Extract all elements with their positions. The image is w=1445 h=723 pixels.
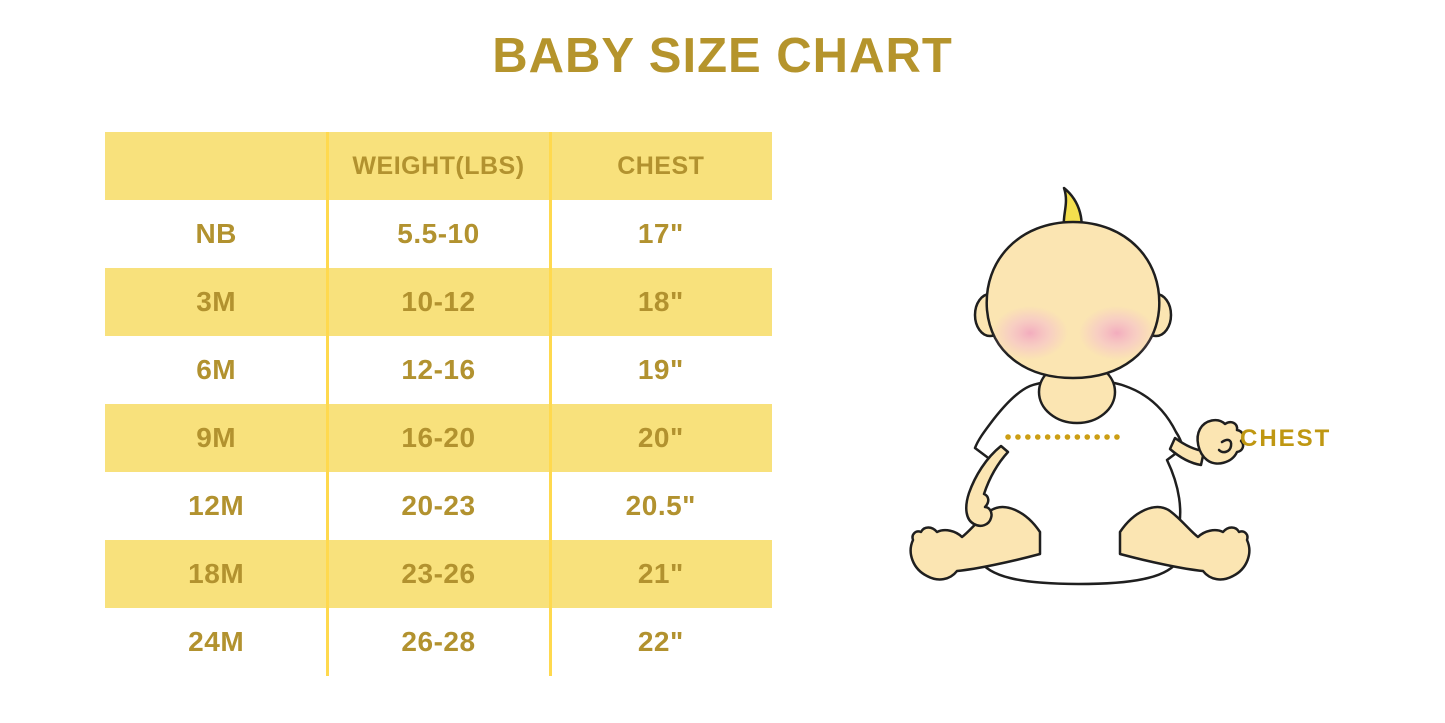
cell-chest: 20" xyxy=(637,422,684,453)
cell-chest: 20.5" xyxy=(625,490,696,521)
cell-size: 12M xyxy=(188,490,245,521)
table-row-12m: 12M 20-23 20.5" xyxy=(105,472,772,540)
column-divider-1 xyxy=(326,132,329,676)
cell-size: 9M xyxy=(196,422,237,453)
table-row-3m: 3M 10-12 18" xyxy=(105,268,772,336)
cell-weight: 5.5-10 xyxy=(397,218,480,249)
cell-size: 3M xyxy=(196,286,237,317)
cell-chest: 19" xyxy=(637,354,684,385)
table-row-nb: NB 5.5-10 17" xyxy=(105,200,772,268)
cell-size: 24M xyxy=(188,626,245,657)
cell-weight: 10-12 xyxy=(401,286,476,317)
table-row-18m: 18M 23-26 21" xyxy=(105,540,772,608)
cell-size: 18M xyxy=(188,558,245,589)
header-cell-size xyxy=(105,132,327,200)
header-cell-weight: WEIGHT(LBS) xyxy=(352,151,525,180)
column-divider-2 xyxy=(549,132,552,676)
table-header-row: WEIGHT(LBS) CHEST xyxy=(105,132,772,200)
baby-fist-thumb-line xyxy=(1217,438,1233,454)
baby-leg-right xyxy=(1118,505,1251,581)
table-row-9m: 9M 16-20 20" xyxy=(105,404,772,472)
baby-illustration-svg xyxy=(909,186,1251,586)
cell-weight: 12-16 xyxy=(401,354,476,385)
cell-chest: 22" xyxy=(637,626,684,657)
size-table: WEIGHT(LBS) CHEST NB 5.5-10 17" 3M 10-12… xyxy=(105,132,772,676)
cell-chest: 18" xyxy=(637,286,684,317)
baby-arm-left xyxy=(965,444,1010,527)
cell-weight: 26-28 xyxy=(401,626,476,657)
page-title: BABY SIZE CHART xyxy=(492,29,953,83)
cell-weight: 23-26 xyxy=(401,558,476,589)
cell-chest: 17" xyxy=(637,218,684,249)
baby-fist xyxy=(1196,418,1245,465)
cell-size: NB xyxy=(195,218,237,249)
table-row-24m: 24M 26-28 22" xyxy=(105,608,772,676)
baby-cheek-left xyxy=(992,306,1068,360)
baby-illustration xyxy=(880,180,1360,620)
header-cell-chest: CHEST xyxy=(617,151,705,180)
cell-weight: 16-20 xyxy=(401,422,476,453)
table-row-6m: 6M 12-16 19" xyxy=(105,336,772,404)
chest-annotation-label: CHEST xyxy=(1240,425,1332,452)
cell-weight: 20-23 xyxy=(401,490,476,521)
cell-size: 6M xyxy=(196,354,237,385)
baby-cheek-right xyxy=(1079,306,1155,360)
cell-chest: 21" xyxy=(637,558,684,589)
baby-arm-right xyxy=(1168,436,1206,467)
